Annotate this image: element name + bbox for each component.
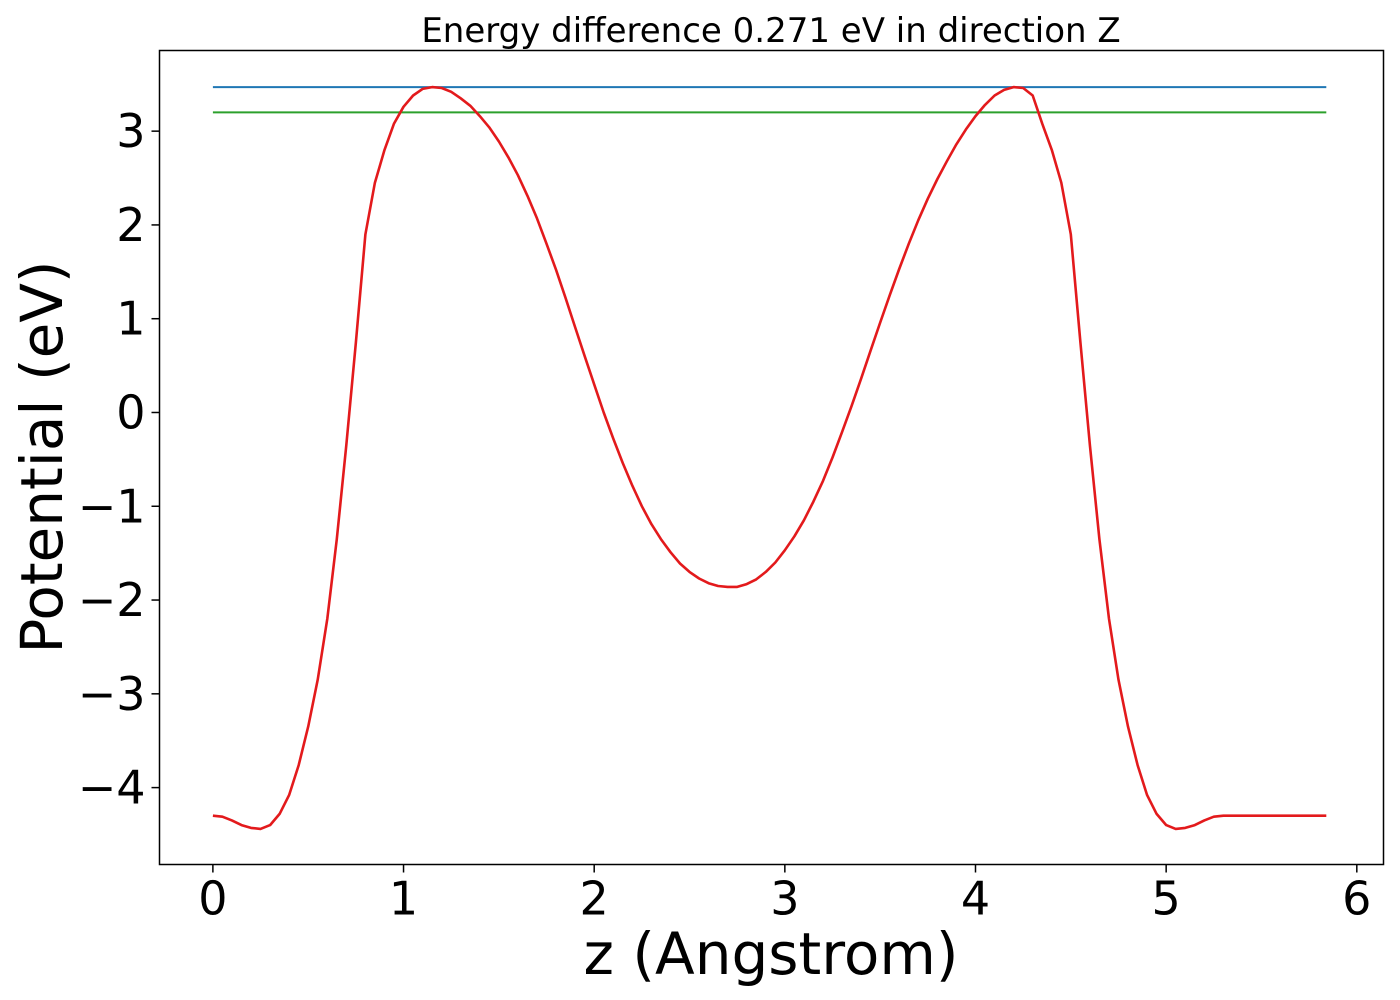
y-tick-label: −1 — [78, 479, 146, 533]
y-tick-label: 0 — [116, 385, 145, 439]
x-tick-label: 1 — [389, 872, 418, 926]
y-tick-label: −3 — [78, 667, 146, 721]
x-tick-label: 3 — [770, 872, 799, 926]
y-tick-label: −2 — [78, 573, 146, 627]
x-axis-ticks: 0 1 2 3 4 5 6 — [198, 864, 1371, 926]
y-axis-ticks: −4 −3 −2 −1 0 1 2 3 — [78, 104, 160, 815]
y-tick-label: −4 — [78, 761, 146, 815]
x-tick-label: 4 — [961, 872, 990, 926]
potential-curve — [212, 85, 1327, 831]
x-tick-label: 2 — [580, 872, 609, 926]
plot-frame — [158, 49, 1385, 866]
y-tick-label: 3 — [116, 104, 145, 158]
y-tick-label: 2 — [116, 198, 145, 252]
x-axis-label: z (Angstrom) — [584, 920, 959, 988]
x-tick-label: 6 — [1342, 872, 1371, 926]
x-tick-label: 5 — [1152, 872, 1181, 926]
x-tick-label: 0 — [198, 872, 227, 926]
chart-title: Energy difference 0.271 eV in direction … — [421, 11, 1120, 51]
y-axis-label: Potential (eV) — [8, 260, 76, 653]
y-tick-label: 1 — [116, 292, 145, 346]
plot-lines — [212, 85, 1327, 831]
